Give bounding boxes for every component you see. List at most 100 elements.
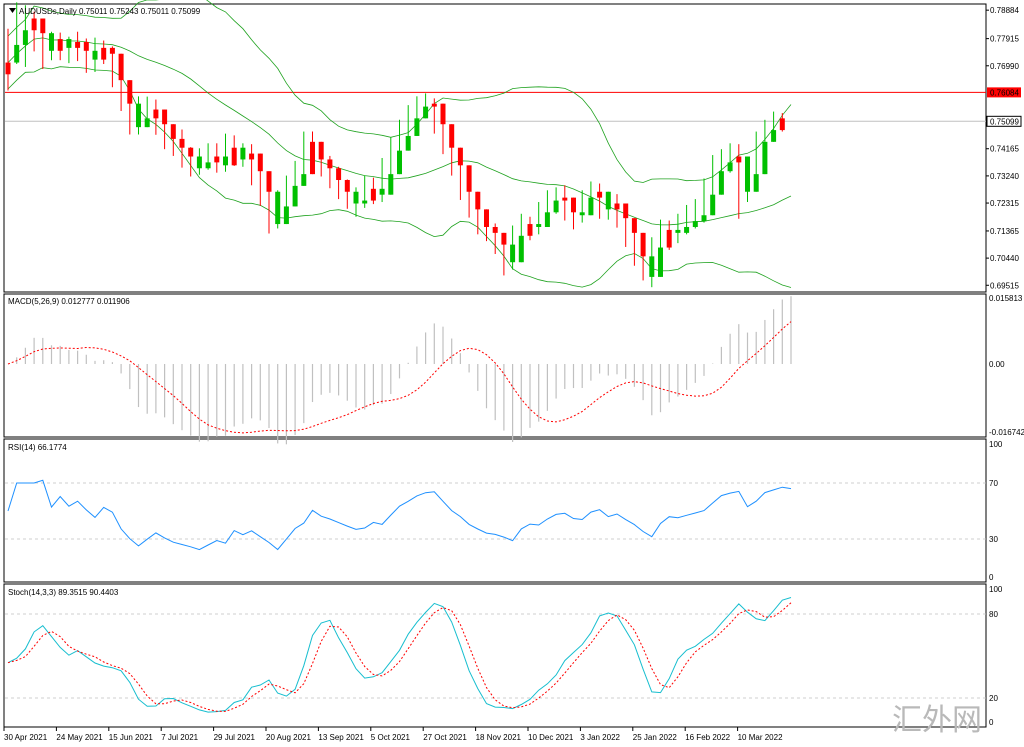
candle-body bbox=[379, 188, 385, 195]
candle-body bbox=[196, 156, 202, 169]
macd-pane bbox=[3, 293, 987, 438]
candle-body bbox=[684, 226, 690, 233]
stoch-title: Stoch(14,3,3) 89.3515 90.4403 bbox=[8, 588, 119, 597]
candle-body bbox=[527, 224, 533, 236]
candle-body bbox=[249, 153, 255, 160]
price-tick-label: 0.69515 bbox=[990, 281, 1019, 290]
candle-body bbox=[484, 209, 489, 227]
candle-body bbox=[675, 229, 681, 233]
rsi-line bbox=[7, 479, 792, 551]
candle-body bbox=[179, 138, 185, 148]
candle-body bbox=[431, 103, 437, 107]
candle-body bbox=[127, 80, 133, 104]
macd-tick-label: -0.016742 bbox=[989, 428, 1024, 437]
candle-body bbox=[170, 124, 176, 139]
price-tick-label: 0.75099 bbox=[990, 117, 1019, 126]
rsi-tick-label: 0 bbox=[989, 573, 994, 582]
candle-body bbox=[588, 197, 594, 216]
candle-body bbox=[579, 212, 585, 216]
candle-body bbox=[475, 191, 481, 210]
date-tick-label: 24 May 2021 bbox=[56, 733, 103, 742]
price-tick-label: 0.78884 bbox=[990, 6, 1019, 15]
candle-body bbox=[353, 191, 359, 204]
candle-body bbox=[562, 197, 568, 201]
date-tick-label: 15 Jun 2021 bbox=[109, 733, 154, 742]
candle-body bbox=[92, 50, 98, 60]
symbol-menu-icon[interactable] bbox=[9, 8, 16, 13]
candle-body bbox=[553, 200, 559, 213]
price-tick-label: 0.70440 bbox=[990, 254, 1019, 263]
candle-body bbox=[518, 235, 524, 263]
candle-body bbox=[40, 18, 46, 34]
rsi-tick-label: 70 bbox=[989, 479, 998, 488]
candle-body bbox=[223, 156, 228, 166]
candle-body bbox=[370, 188, 376, 201]
candle-body bbox=[449, 124, 455, 148]
candle-body bbox=[414, 118, 420, 136]
candle-body bbox=[214, 156, 220, 163]
candle-body bbox=[327, 159, 333, 169]
price-title: AUDUSDs,Daily bbox=[19, 7, 77, 16]
date-tick-label: 7 Jul 2021 bbox=[161, 733, 198, 742]
candle-body bbox=[397, 150, 402, 175]
macd-series bbox=[7, 296, 792, 445]
candle-body bbox=[571, 197, 576, 213]
candle-body bbox=[83, 41, 89, 51]
price-tag bbox=[986, 115, 1022, 127]
axis-labels: 0.78884 0.77915 0.76990 0.76084 0.75099 0.741… bbox=[3, 6, 1024, 742]
price-pane bbox=[3, 3, 987, 293]
candle-body bbox=[457, 147, 463, 166]
candle-body bbox=[318, 141, 324, 160]
price-candles bbox=[5, 2, 785, 288]
candle-body bbox=[275, 191, 281, 225]
candle-body bbox=[649, 256, 655, 277]
stoch-tick-label: 0 bbox=[989, 718, 994, 727]
candle-body bbox=[762, 141, 768, 175]
candle-body bbox=[49, 33, 54, 51]
candle-body bbox=[5, 62, 11, 75]
candle-body bbox=[362, 200, 368, 204]
stoch-tick-label: 20 bbox=[989, 694, 998, 703]
price-tick-label: 0.76084 bbox=[990, 88, 1019, 97]
candle-body bbox=[658, 247, 663, 277]
candle-body bbox=[771, 130, 777, 142]
candle-body bbox=[631, 218, 637, 233]
rsi-series bbox=[5, 479, 986, 551]
candle-body bbox=[544, 212, 550, 227]
candle-body bbox=[753, 174, 759, 192]
price-tick-label: 0.77915 bbox=[990, 35, 1019, 44]
price-tick-label: 0.76990 bbox=[990, 62, 1019, 71]
stoch-series bbox=[5, 597, 986, 713]
date-tick-label: 25 Jan 2022 bbox=[633, 733, 678, 742]
rsi-title: RSI(14) 66.1774 bbox=[8, 443, 67, 452]
candle-body bbox=[440, 103, 446, 125]
candle-body bbox=[205, 162, 211, 169]
rsi-tick-label: 30 bbox=[989, 535, 998, 544]
price-tick-label: 0.71365 bbox=[990, 227, 1019, 236]
macd-tick-label: 0.015813 bbox=[989, 294, 1023, 303]
candle-body bbox=[301, 174, 307, 186]
date-tick-label: 10 Dec 2021 bbox=[528, 733, 574, 742]
candle-body bbox=[605, 191, 611, 210]
candle-body bbox=[623, 203, 629, 219]
candle-body bbox=[779, 118, 785, 131]
stoch-tick-label: 100 bbox=[989, 585, 1003, 594]
macd-signal-line bbox=[7, 321, 792, 434]
candle-body bbox=[310, 141, 315, 175]
date-tick-label: 18 Nov 2021 bbox=[476, 733, 522, 742]
date-tick-label: 27 Oct 2021 bbox=[423, 733, 467, 742]
date-tick-label: 20 Aug 2021 bbox=[266, 733, 311, 742]
candle-body bbox=[283, 206, 289, 225]
candle-body bbox=[745, 156, 750, 192]
candle-body bbox=[75, 41, 81, 48]
stoch-signal-line bbox=[7, 602, 792, 712]
price-tag bbox=[987, 87, 1021, 98]
price-tick-label: 0.73240 bbox=[990, 172, 1019, 181]
candle-body bbox=[692, 221, 698, 227]
date-tick-label: 5 Oct 2021 bbox=[371, 733, 411, 742]
date-tick-label: 13 Sep 2021 bbox=[318, 733, 364, 742]
candle-body bbox=[640, 232, 646, 257]
date-tick-label: 3 Jan 2022 bbox=[580, 733, 620, 742]
candle-body bbox=[727, 162, 733, 172]
